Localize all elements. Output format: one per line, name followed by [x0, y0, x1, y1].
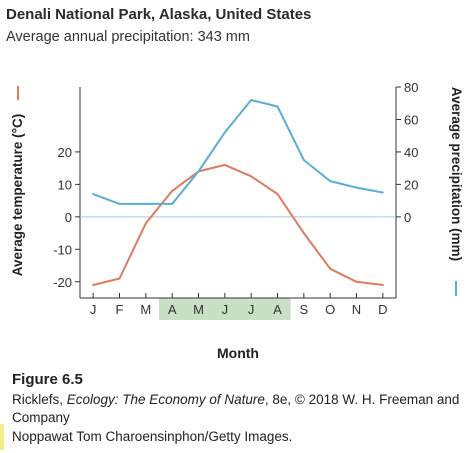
x-tick-label: M — [193, 302, 204, 317]
left-tick-label: -10 — [53, 242, 72, 257]
x-tick-label: A — [168, 302, 177, 317]
growing-season-band — [159, 298, 291, 320]
x-tick-label: J — [248, 302, 255, 317]
x-tick-label: N — [352, 302, 361, 317]
photo-credit-marker — [0, 424, 4, 450]
figure-label: Figure 6.5 — [12, 371, 83, 388]
x-tick-label: J — [222, 302, 229, 317]
left-tick-label: 0 — [65, 210, 72, 225]
chart-title: Denali National Park, Alaska, United Sta… — [6, 6, 312, 23]
photo-credit: Noppawat Tom Charoensinphon/Getty Images… — [12, 429, 293, 444]
right-tick-label: 40 — [404, 145, 418, 160]
left-axis-label: Average temperature (°C) — [10, 114, 25, 276]
right-tick-label: 60 — [404, 112, 418, 127]
right-tick-label: 80 — [404, 80, 418, 95]
left-tick-label: -20 — [53, 275, 72, 290]
temperature-line — [92, 163, 384, 286]
x-tick-label: J — [90, 302, 97, 317]
right-tick-label: 20 — [404, 177, 418, 192]
right-axis-label: Average precipitation (mm) — [449, 87, 464, 261]
x-tick-label: S — [299, 302, 308, 317]
precipitation-line — [92, 99, 384, 205]
right-tick-label: 0 — [404, 210, 411, 225]
left-tick-label: 20 — [58, 145, 72, 160]
credit-prefix: Ricklefs, — [12, 392, 67, 407]
climate-chart: 20 10 0 -10 -20 80 60 40 20 0 J F M A M J J A S O N D Month Av… — [10, 80, 464, 361]
credit-title: Ecology: The Economy of Nature — [66, 392, 265, 407]
x-tick-label: F — [116, 302, 124, 317]
chart-subtitle: Average annual precipitation: 343 mm — [6, 29, 250, 45]
x-tick-label: D — [378, 302, 387, 317]
x-tick-label: A — [273, 302, 282, 317]
x-tick-label: M — [140, 302, 151, 317]
x-tick-label: O — [325, 302, 335, 317]
credit-suffix: , 8e, © 2018 W. H. Freeman and Company — [12, 392, 460, 425]
x-axis-label: Month — [217, 345, 259, 361]
left-tick-label: 10 — [58, 177, 72, 192]
figure-credit: Ricklefs, Ecology: The Economy of Nature… — [12, 391, 470, 427]
